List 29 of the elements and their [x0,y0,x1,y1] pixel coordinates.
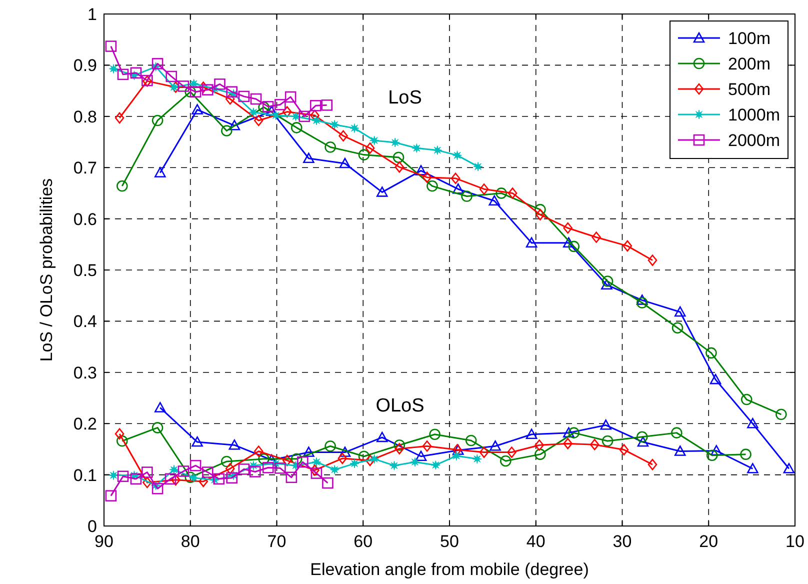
y-axis-title: LoS / OLoS probabilities [37,178,56,362]
legend-label: 100m [728,28,771,48]
y-tick-label: 0.6 [73,210,97,229]
y-tick-label: 0.2 [73,414,97,434]
x-tick-label: 70 [267,532,286,551]
x-tick-label: 20 [699,532,718,551]
y-tick-label: 0.9 [73,56,97,76]
y-tick-label: 0 [88,516,97,536]
annotation: OLoS [376,396,424,417]
x-tick-label: 30 [612,532,632,551]
y-tick-label: 0.3 [73,363,97,382]
legend-label: 500m [728,80,771,99]
x-axis-title: Elevation angle from mobile (degree) [310,560,589,579]
y-tick-label: 0.4 [73,312,97,332]
x-tick-label: 10 [786,532,804,551]
y-tick-label: 0.7 [73,158,97,178]
legend-label: 1000m [728,105,780,124]
legend-label: 2000m [728,130,780,150]
x-tick-label: 80 [180,532,200,551]
y-tick-label: 0.8 [73,107,97,126]
x-tick-label: 90 [94,532,114,551]
x-tick-label: 50 [440,532,459,551]
annotation: LoS [388,88,422,109]
x-tick-label: 60 [354,532,373,551]
y-tick-label: 1 [88,4,97,24]
legend-label: 200m [728,54,771,74]
y-tick-label: 0.5 [73,260,97,280]
x-tick-label: 40 [526,532,546,551]
y-tick-label: 0.1 [73,466,97,485]
